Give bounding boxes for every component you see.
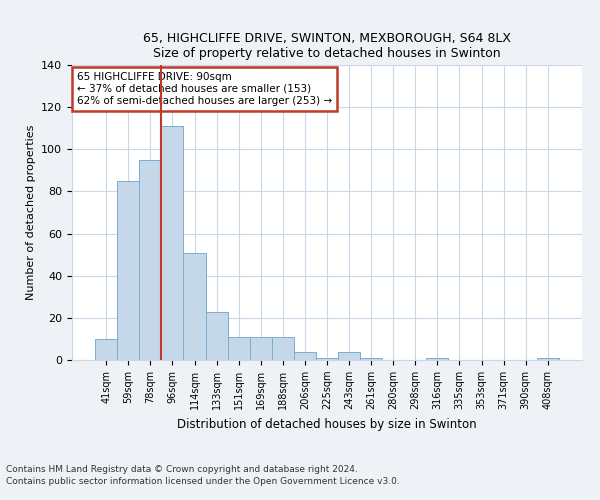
Bar xyxy=(360,358,382,360)
Bar xyxy=(294,352,316,360)
Bar xyxy=(117,181,139,360)
Bar xyxy=(316,358,338,360)
Bar xyxy=(427,358,448,360)
Bar xyxy=(139,160,161,360)
Bar xyxy=(537,358,559,360)
Bar xyxy=(250,337,272,360)
Bar xyxy=(161,126,184,360)
Bar xyxy=(206,312,227,360)
X-axis label: Distribution of detached houses by size in Swinton: Distribution of detached houses by size … xyxy=(177,418,477,430)
Bar xyxy=(338,352,360,360)
Bar xyxy=(227,337,250,360)
Bar xyxy=(184,252,206,360)
Text: 65 HIGHCLIFFE DRIVE: 90sqm
← 37% of detached houses are smaller (153)
62% of sem: 65 HIGHCLIFFE DRIVE: 90sqm ← 37% of deta… xyxy=(77,72,332,106)
Title: 65, HIGHCLIFFE DRIVE, SWINTON, MEXBOROUGH, S64 8LX
Size of property relative to : 65, HIGHCLIFFE DRIVE, SWINTON, MEXBOROUG… xyxy=(143,32,511,60)
Text: Contains public sector information licensed under the Open Government Licence v3: Contains public sector information licen… xyxy=(6,477,400,486)
Y-axis label: Number of detached properties: Number of detached properties xyxy=(26,125,35,300)
Text: Contains HM Land Registry data © Crown copyright and database right 2024.: Contains HM Land Registry data © Crown c… xyxy=(6,466,358,474)
Bar xyxy=(272,337,294,360)
Bar xyxy=(95,339,117,360)
